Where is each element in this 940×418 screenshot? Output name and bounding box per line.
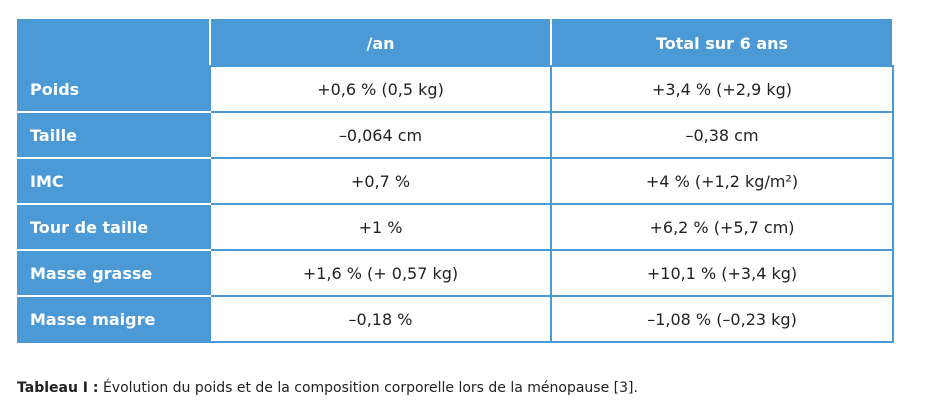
caption: Tableau I : Évolution du poids et de la …	[17, 380, 638, 396]
row-label: Poids	[17, 65, 211, 113]
table-cell: +3,4 % (+2,9 kg)	[550, 65, 894, 113]
table-row: IMC +0,7 % +4 % (+1,2 kg/m²)	[17, 157, 894, 205]
table-row: Tour de taille +1 % +6,2 % (+5,7 cm)	[17, 203, 894, 251]
table-cell: –0,38 cm	[550, 111, 894, 159]
data-table: /an Total sur 6 ans Poids +0,6 % (0,5 kg) +…	[17, 19, 894, 343]
header-row: /an Total sur 6 ans	[17, 19, 894, 67]
row-label: Tour de taille	[17, 203, 211, 251]
table-cell: +4 % (+1,2 kg/m²)	[550, 157, 894, 205]
row-label: Masse grasse	[17, 249, 211, 297]
table-body: Poids +0,6 % (0,5 kg) +3,4 % (+2,9 kg) Tail…	[17, 65, 894, 343]
row-label: Masse maigre	[17, 295, 211, 343]
table-cell: –1,08 % (–0,23 kg)	[550, 295, 894, 343]
row-label: Taille	[17, 111, 211, 159]
caption-label: Tableau I :	[17, 380, 99, 396]
column-header: /an	[209, 19, 552, 67]
caption-text: Évolution du poids et de la composition …	[102, 380, 638, 396]
table-cell: +1 %	[209, 203, 552, 251]
table-cell: +0,7 %	[209, 157, 552, 205]
table-row: Taille –0,064 cm –0,38 cm	[17, 111, 894, 159]
column-header: Total sur 6 ans	[550, 19, 894, 67]
table-cell: –0,064 cm	[209, 111, 552, 159]
table-cell: +10,1 % (+3,4 kg)	[550, 249, 894, 297]
table-cell: +0,6 % (0,5 kg)	[209, 65, 552, 113]
row-label: IMC	[17, 157, 211, 205]
table-cell: +6,2 % (+5,7 cm)	[550, 203, 894, 251]
corner-cell	[17, 19, 211, 67]
table-row: Masse grasse +1,6 % (+ 0,57 kg) +10,1 % (+…	[17, 249, 894, 297]
table-cell: +1,6 % (+ 0,57 kg)	[209, 249, 552, 297]
table-row: Masse maigre –0,18 % –1,08 % (–0,23 kg)	[17, 295, 894, 343]
table-row: Poids +0,6 % (0,5 kg) +3,4 % (+2,9 kg)	[17, 65, 894, 113]
table-cell: –0,18 %	[209, 295, 552, 343]
